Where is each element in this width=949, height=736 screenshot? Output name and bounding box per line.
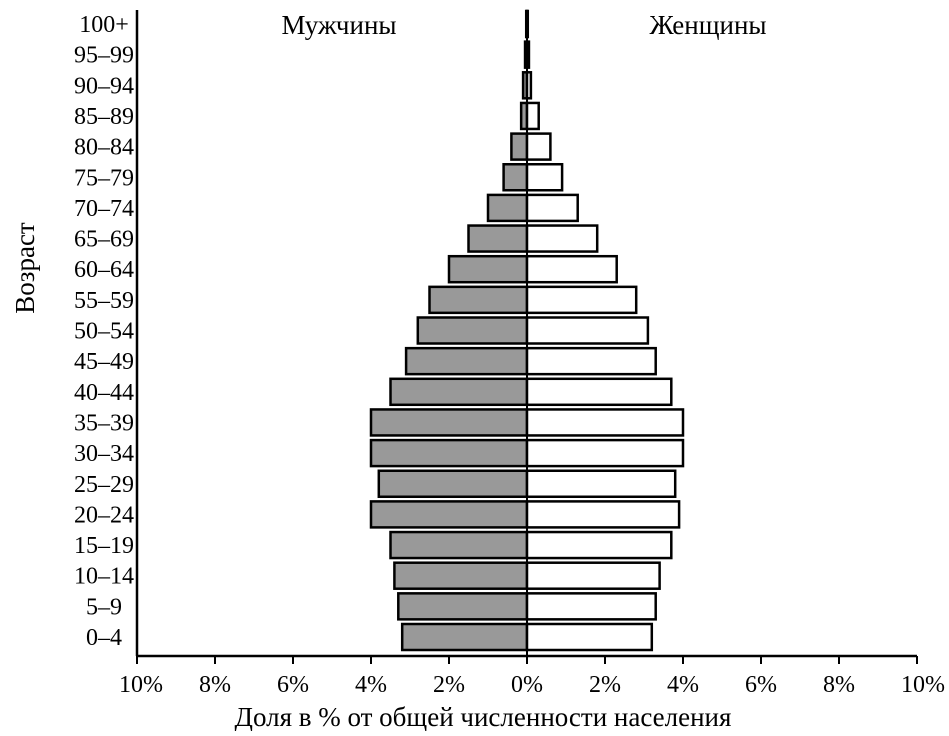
bar-female — [525, 377, 673, 407]
bar-male — [502, 163, 529, 192]
y-tick-label: 95–99 — [74, 43, 134, 69]
bar-female — [525, 622, 654, 652]
y-tick-label: 75–79 — [74, 165, 134, 191]
bar-female — [525, 163, 564, 192]
x-tick-label: 4% — [355, 672, 387, 698]
bar-male — [389, 530, 529, 560]
bar-male — [416, 316, 529, 345]
bar-male — [447, 254, 529, 284]
x-tick-label: 4% — [667, 672, 699, 698]
y-tick-label: 65–69 — [74, 227, 134, 253]
bar-male — [389, 377, 529, 407]
bar-male — [369, 438, 529, 468]
bar-female — [525, 132, 552, 161]
labels-layer: Мужчины Женщины Доля в % от общей числен… — [10, 10, 767, 732]
y-tick-label: 10–14 — [74, 564, 134, 590]
bar-male — [397, 592, 529, 621]
bar-male — [428, 285, 529, 315]
y-tick-label: 30–34 — [74, 441, 134, 467]
y-tick-label: 85–89 — [74, 104, 134, 130]
bar-female — [525, 469, 677, 498]
bar-male — [369, 408, 529, 437]
y-tick-label: 80–84 — [74, 135, 134, 161]
bar-male — [377, 469, 529, 498]
y-tick-label: 20–24 — [74, 502, 134, 528]
y-tick-label: 40–44 — [74, 380, 134, 406]
y-axis-title: Возраст — [10, 222, 40, 314]
bar-female — [525, 500, 681, 529]
x-tick-label: 10% — [119, 672, 163, 698]
bar-female — [525, 592, 657, 621]
bar-male — [400, 622, 529, 652]
bars-layer — [369, 9, 685, 652]
y-tick-label: 70–74 — [74, 196, 134, 222]
side-label-female: Женщины — [649, 10, 766, 40]
x-tick-label: 6% — [277, 672, 309, 698]
x-tick-label: 0% — [511, 672, 543, 698]
bar-male — [393, 561, 529, 590]
bar-female — [525, 101, 540, 131]
bar-female — [525, 530, 673, 560]
y-tick-label: 15–19 — [74, 533, 134, 559]
bar-female — [525, 438, 685, 468]
bar-female — [525, 224, 599, 253]
bar-female — [525, 408, 685, 437]
bar-male — [404, 346, 529, 376]
side-label-male: Мужчины — [281, 10, 396, 40]
y-tick-label: 90–94 — [74, 73, 134, 99]
axes-layer: 0–4 5–9 10–14 15–19 20–24 25–29 30–34 35–39 40–4… — [74, 10, 945, 698]
x-tick-label: 2% — [433, 672, 465, 698]
bar-female — [525, 193, 579, 223]
bar-male — [369, 500, 529, 529]
y-tick-label: 55–59 — [74, 288, 134, 314]
bar-male — [510, 132, 529, 161]
x-tick-label: 8% — [823, 672, 855, 698]
y-tick-label: 60–64 — [74, 257, 134, 283]
x-axis-title: Доля в % от общей численности населения — [235, 702, 732, 731]
y-tick-label: 45–49 — [74, 349, 134, 375]
x-tick-label: 2% — [589, 672, 621, 698]
y-tick-label: 0–4 — [86, 625, 122, 651]
bar-female — [525, 346, 657, 376]
y-tick-label: 100+ — [79, 12, 129, 38]
x-tick-label: 6% — [745, 672, 777, 698]
bar-female — [525, 316, 650, 345]
x-tick-label: 10% — [901, 672, 945, 698]
bar-female — [525, 561, 661, 590]
x-tick-label: 8% — [199, 672, 231, 698]
bar-female — [525, 254, 618, 284]
y-tick-label: 25–29 — [74, 472, 134, 498]
bar-female — [525, 285, 638, 315]
bar-male — [486, 193, 529, 223]
y-tick-label: 35–39 — [74, 410, 134, 436]
y-tick-label: 5–9 — [86, 594, 122, 620]
bar-male — [467, 224, 529, 253]
y-tick-label: 50–54 — [74, 319, 134, 345]
